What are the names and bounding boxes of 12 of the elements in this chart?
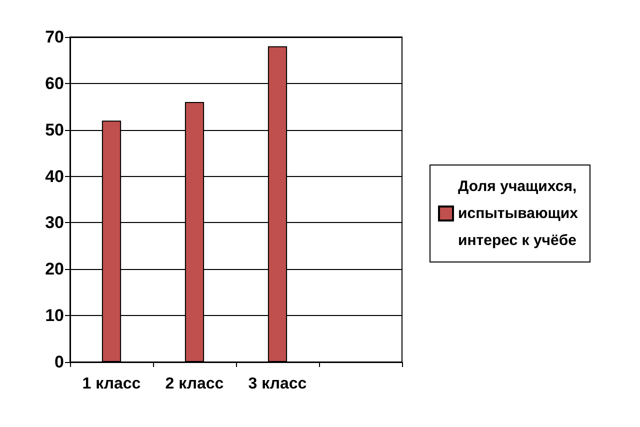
y-tick-label: 30 <box>45 213 64 232</box>
x-tick-label: 3 класс <box>248 376 307 392</box>
y-tick-label: 60 <box>45 74 64 93</box>
y-tick-label: 20 <box>45 260 64 279</box>
legend-label: Доля учащихся, испытывающих интерес к учёбе <box>458 178 579 249</box>
y-tick-label: 0 <box>54 352 64 372</box>
y-tick-label: 50 <box>45 120 64 140</box>
y-tick-label: 70 <box>45 28 64 46</box>
y-tick-label: 40 <box>45 166 64 186</box>
x-tick-label: 1 класс <box>82 376 141 392</box>
x-tick-label: 2 класс <box>165 376 224 392</box>
y-tick-label: 10 <box>45 306 64 326</box>
